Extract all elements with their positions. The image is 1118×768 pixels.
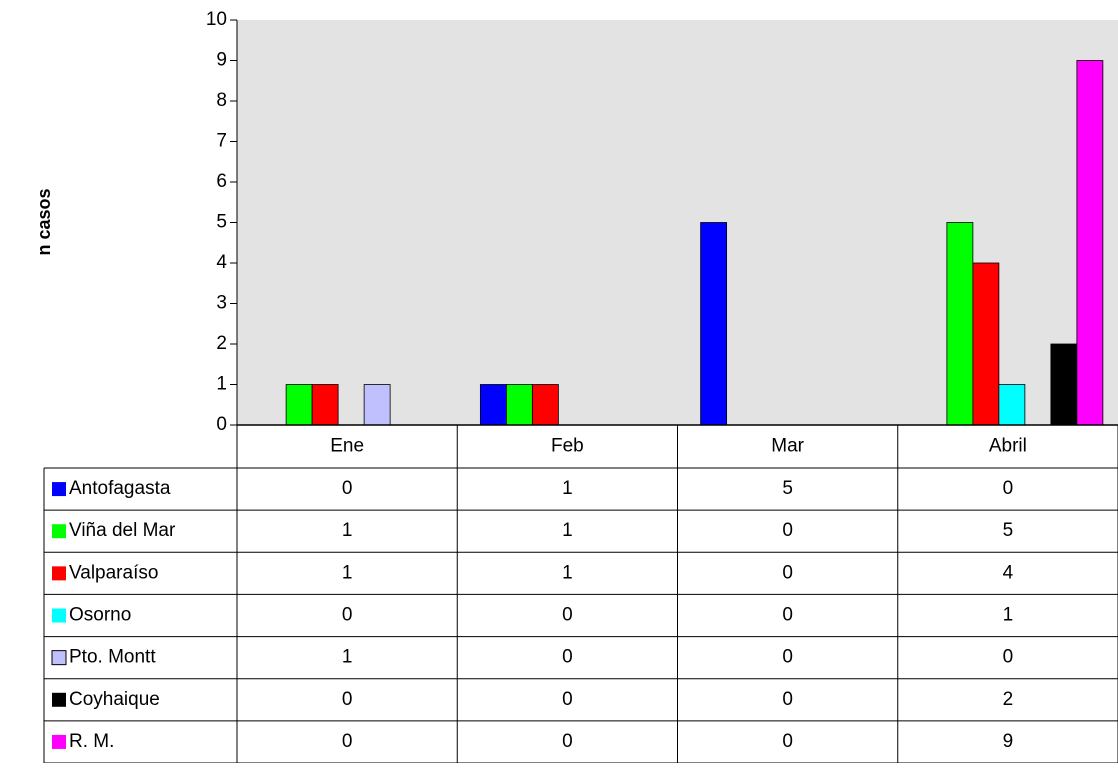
table-value: 2 [1003, 689, 1014, 710]
y-tick-label: 7 [216, 131, 227, 152]
x-tick-label: Ene [330, 436, 364, 457]
table-value: 5 [782, 478, 793, 499]
bar [998, 384, 1026, 426]
legend-swatch [52, 734, 66, 749]
table-value: 0 [562, 731, 573, 752]
bar [972, 262, 1000, 426]
y-tick-label: 5 [216, 212, 227, 233]
bar [1050, 343, 1078, 426]
table-value: 1 [562, 562, 573, 583]
bar [479, 384, 507, 426]
table-value: 0 [562, 689, 573, 710]
y-tick-label: 3 [216, 293, 227, 314]
bar [531, 384, 559, 426]
bar [946, 222, 974, 426]
legend-label: Coyhaique [69, 689, 160, 710]
legend-swatch [52, 692, 66, 707]
table-value: 0 [342, 605, 353, 626]
legend-swatch [52, 608, 66, 623]
table-value: 0 [782, 520, 793, 541]
legend-swatch [51, 650, 67, 666]
table-value: 9 [1003, 731, 1014, 752]
y-tick-label: 8 [216, 90, 227, 111]
y-tick-label: 10 [206, 9, 227, 30]
legend-label: Antofagasta [69, 478, 171, 499]
y-tick-label: 0 [216, 414, 227, 435]
table-value: 5 [1003, 520, 1014, 541]
table-value: 0 [562, 647, 573, 668]
table-value: 1 [1003, 605, 1014, 626]
legend-swatch [52, 524, 66, 539]
legend-label: Valparaíso [69, 562, 158, 583]
bar [311, 384, 339, 426]
table-value: 0 [782, 605, 793, 626]
bar [1076, 60, 1104, 426]
y-tick-label: 6 [216, 171, 227, 192]
table-value: 0 [342, 478, 353, 499]
table-value: 1 [562, 478, 573, 499]
y-tick-label: 9 [216, 50, 227, 71]
table-value: 0 [562, 605, 573, 626]
table-value: 1 [562, 520, 573, 541]
table-value: 0 [782, 689, 793, 710]
legend-label: Viña del Mar [69, 520, 176, 541]
table-value: 0 [782, 647, 793, 668]
legend-label: R. M. [69, 731, 114, 752]
table-value: 4 [1003, 562, 1014, 583]
table-value: 0 [782, 562, 793, 583]
x-tick-label: Mar [771, 436, 804, 457]
y-axis-label: n casos [34, 188, 54, 255]
table-value: 0 [1003, 647, 1014, 668]
table-value: 0 [782, 731, 793, 752]
x-tick-label: Abril [989, 436, 1027, 457]
y-tick-label: 4 [216, 252, 227, 273]
table-value: 0 [342, 731, 353, 752]
x-tick-label: Feb [551, 436, 584, 457]
legend-swatch [52, 482, 66, 497]
bar [285, 384, 313, 426]
table-value: 1 [342, 520, 353, 541]
legend-swatch [52, 566, 66, 581]
y-tick-label: 1 [216, 374, 227, 395]
table-value: 1 [342, 562, 353, 583]
legend-label: Osorno [69, 605, 131, 626]
y-tick-label: 2 [216, 333, 227, 354]
table-value: 0 [342, 689, 353, 710]
legend-label: Pto. Montt [69, 647, 156, 668]
table-value: 0 [1003, 478, 1014, 499]
bar [363, 384, 391, 426]
bar [700, 222, 728, 426]
table-value: 1 [342, 647, 353, 668]
bar [505, 384, 533, 426]
